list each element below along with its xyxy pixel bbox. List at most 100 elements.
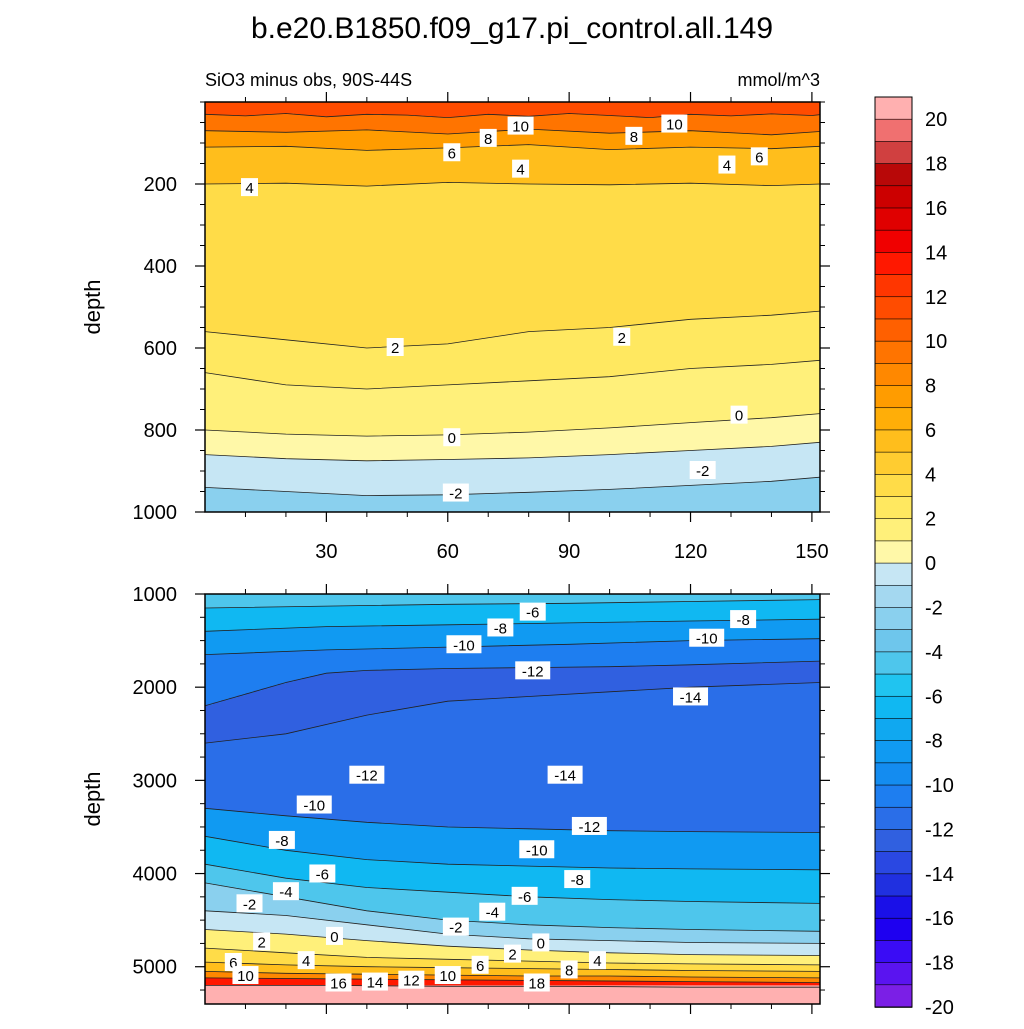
field-cell bbox=[358, 887, 368, 911]
field-cell bbox=[803, 903, 813, 932]
field-cell bbox=[350, 130, 360, 151]
field-cell bbox=[399, 115, 408, 133]
field-cell bbox=[358, 924, 368, 941]
colorbar-tick-label: -4 bbox=[925, 642, 943, 664]
field-cell bbox=[334, 345, 344, 389]
field-cell bbox=[569, 429, 578, 457]
field-cell bbox=[512, 960, 522, 970]
field-cell bbox=[577, 951, 586, 963]
colorbar-tick-label: -10 bbox=[925, 775, 954, 797]
field-cell bbox=[318, 973, 327, 980]
field-cell bbox=[407, 862, 416, 891]
field-cell bbox=[658, 183, 667, 323]
field-cell bbox=[358, 957, 368, 968]
field-cell bbox=[334, 955, 344, 967]
field-cell bbox=[520, 332, 530, 382]
field-cell bbox=[690, 664, 700, 688]
field-cell bbox=[633, 928, 643, 942]
field-cell bbox=[423, 917, 433, 933]
field-cell bbox=[488, 114, 497, 132]
field-cell bbox=[245, 950, 255, 965]
field-cell bbox=[342, 966, 352, 975]
field-cell bbox=[803, 977, 813, 984]
colorbar-tick-label: -2 bbox=[925, 597, 943, 619]
field-cell bbox=[213, 702, 222, 743]
field-cell bbox=[536, 380, 546, 433]
field-cell bbox=[658, 147, 667, 185]
field-cell bbox=[488, 382, 497, 434]
field-cell bbox=[633, 324, 643, 375]
field-cell bbox=[577, 969, 586, 977]
field-cell bbox=[811, 661, 820, 684]
field-cell bbox=[730, 115, 740, 134]
field-cell bbox=[577, 667, 586, 695]
field-cell bbox=[561, 130, 570, 148]
field-cell bbox=[577, 962, 586, 970]
field-cell bbox=[722, 954, 732, 965]
field-cell bbox=[213, 183, 222, 334]
field-cell bbox=[512, 667, 522, 698]
field-cell bbox=[593, 927, 603, 941]
field-cell bbox=[601, 184, 611, 329]
field-cell bbox=[536, 667, 546, 697]
contour-label: 0 bbox=[325, 926, 343, 946]
field-cell bbox=[399, 495, 408, 512]
field-cell bbox=[577, 643, 586, 668]
field-cell bbox=[682, 954, 692, 965]
field-cell bbox=[415, 669, 425, 707]
field-cell bbox=[552, 146, 562, 185]
field-cell bbox=[496, 102, 506, 115]
field-cell bbox=[237, 183, 247, 336]
contour-label-text: 2 bbox=[257, 935, 265, 952]
field-cell bbox=[771, 964, 781, 972]
contour-label-box bbox=[512, 159, 530, 178]
field-cell bbox=[447, 343, 457, 386]
contour-label: 4 bbox=[512, 159, 530, 179]
field-cell bbox=[730, 954, 740, 965]
field-cell bbox=[294, 183, 303, 342]
field-cell bbox=[310, 131, 319, 149]
field-cell bbox=[277, 458, 287, 492]
field-cell bbox=[512, 828, 522, 867]
field-cell bbox=[803, 599, 813, 620]
field-cell bbox=[285, 952, 295, 966]
field-cell bbox=[544, 184, 554, 332]
field-cell bbox=[399, 889, 408, 916]
field-cell bbox=[528, 968, 538, 977]
field-cell bbox=[407, 149, 416, 185]
colorbar-swatch bbox=[874, 540, 913, 564]
field-cell bbox=[439, 494, 449, 512]
contour-label-text: -10 bbox=[303, 798, 325, 815]
field-cell bbox=[253, 652, 263, 692]
field-cell bbox=[294, 131, 303, 148]
field-cell bbox=[795, 619, 805, 640]
field-cell bbox=[561, 456, 570, 492]
field-cell bbox=[391, 625, 400, 649]
field-cell bbox=[415, 495, 425, 512]
x-tick-label: 150 bbox=[795, 541, 828, 563]
contour-label-text: 0 bbox=[330, 929, 338, 946]
field-cell bbox=[633, 602, 643, 623]
lower-contour-labels: -6-8-10-12-8-10-14-12 -14-10-12-8-10-6 -8-… bbox=[224, 602, 757, 993]
field-cell bbox=[650, 372, 659, 426]
field-cell bbox=[213, 809, 222, 839]
field-cell bbox=[658, 641, 667, 667]
field-cell bbox=[285, 113, 295, 133]
field-cell bbox=[779, 943, 789, 956]
field-cell bbox=[269, 338, 279, 384]
field-cell bbox=[269, 146, 279, 184]
field-cell bbox=[350, 460, 360, 496]
field-cell bbox=[561, 113, 570, 132]
field-cell bbox=[609, 927, 619, 942]
field-cell bbox=[334, 594, 344, 606]
field-cell bbox=[383, 942, 392, 959]
field-cell bbox=[811, 360, 820, 415]
field-cell bbox=[350, 594, 360, 606]
colorbar-swatch bbox=[874, 118, 913, 143]
contour-label: -6 bbox=[309, 864, 336, 883]
field-cell bbox=[650, 981, 659, 988]
field-cell bbox=[423, 967, 433, 976]
field-cell bbox=[383, 435, 392, 462]
field-cell bbox=[221, 594, 230, 608]
field-cell bbox=[698, 114, 708, 132]
